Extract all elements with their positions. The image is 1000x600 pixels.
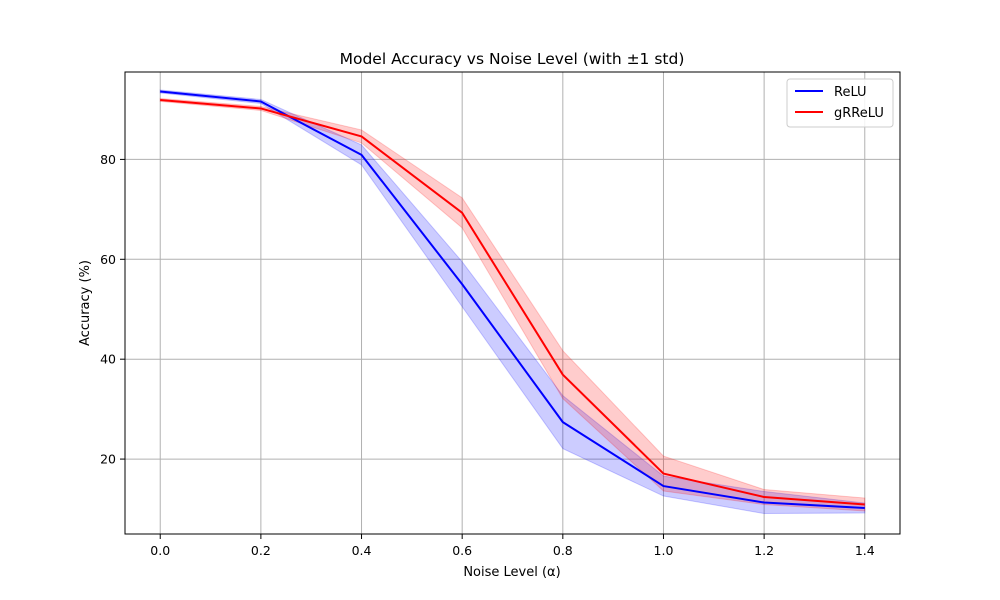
y-tick-label: 60 [100,252,116,267]
series-line-relu [160,90,865,510]
x-tick-label: 1.0 [654,543,674,558]
std-band-relu [159,89,866,515]
y-axis-ticks: 20 40 60 80 [100,152,125,467]
y-axis-label: Accuracy (%) [78,260,93,346]
x-tick-label: 0.0 [150,543,170,558]
x-tick-label: 0.4 [352,543,372,558]
std-band-grrelu [159,97,866,512]
y-tick-label: 40 [100,352,116,367]
x-tick-label: 0.6 [452,543,472,558]
plot-area-frame [124,71,901,535]
x-tick-label: 0.8 [553,543,573,558]
y-tick-label: 80 [100,152,116,167]
y-tick-label: 20 [100,452,116,467]
series-lines [160,90,865,510]
x-axis-ticks: 0.0 0.2 0.4 0.6 0.8 1.0 1.2 1.4 [150,534,875,558]
legend: ReLU gRReLU [786,78,894,128]
x-tick-label: 0.2 [251,543,271,558]
legend-label-relu: ReLU [834,85,867,100]
chart-title: Model Accuracy vs Noise Level (with ±1 s… [340,50,685,68]
legend-label-grrelu: gRReLU [834,106,884,121]
std-bands [159,89,866,515]
grid-lines [125,72,900,534]
x-tick-label: 1.4 [855,543,875,558]
x-tick-label: 1.2 [754,543,774,558]
series-line-grrelu [160,98,865,506]
x-axis-label: Noise Level (α) [463,565,560,580]
